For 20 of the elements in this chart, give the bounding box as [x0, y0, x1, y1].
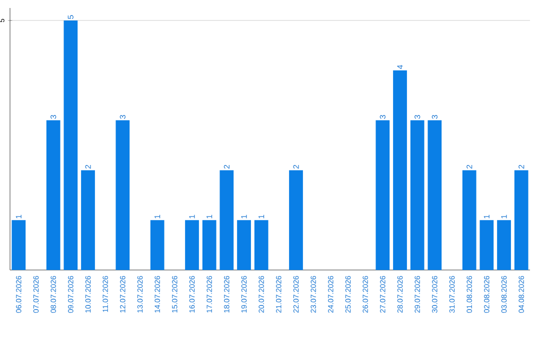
bar [220, 170, 234, 270]
bar [237, 220, 251, 270]
bar [462, 170, 476, 270]
bar [81, 170, 95, 270]
bar [514, 170, 528, 270]
bar [428, 120, 442, 270]
bar [254, 220, 268, 270]
bar [46, 120, 60, 270]
bar [497, 220, 511, 270]
bar [393, 70, 407, 270]
bar [202, 220, 216, 270]
bar [376, 120, 390, 270]
bar [185, 220, 199, 270]
bar [480, 220, 494, 270]
bar [289, 170, 303, 270]
bar [410, 120, 424, 270]
bar [64, 20, 78, 270]
bar [150, 220, 164, 270]
bar [12, 220, 26, 270]
bar [116, 120, 130, 270]
